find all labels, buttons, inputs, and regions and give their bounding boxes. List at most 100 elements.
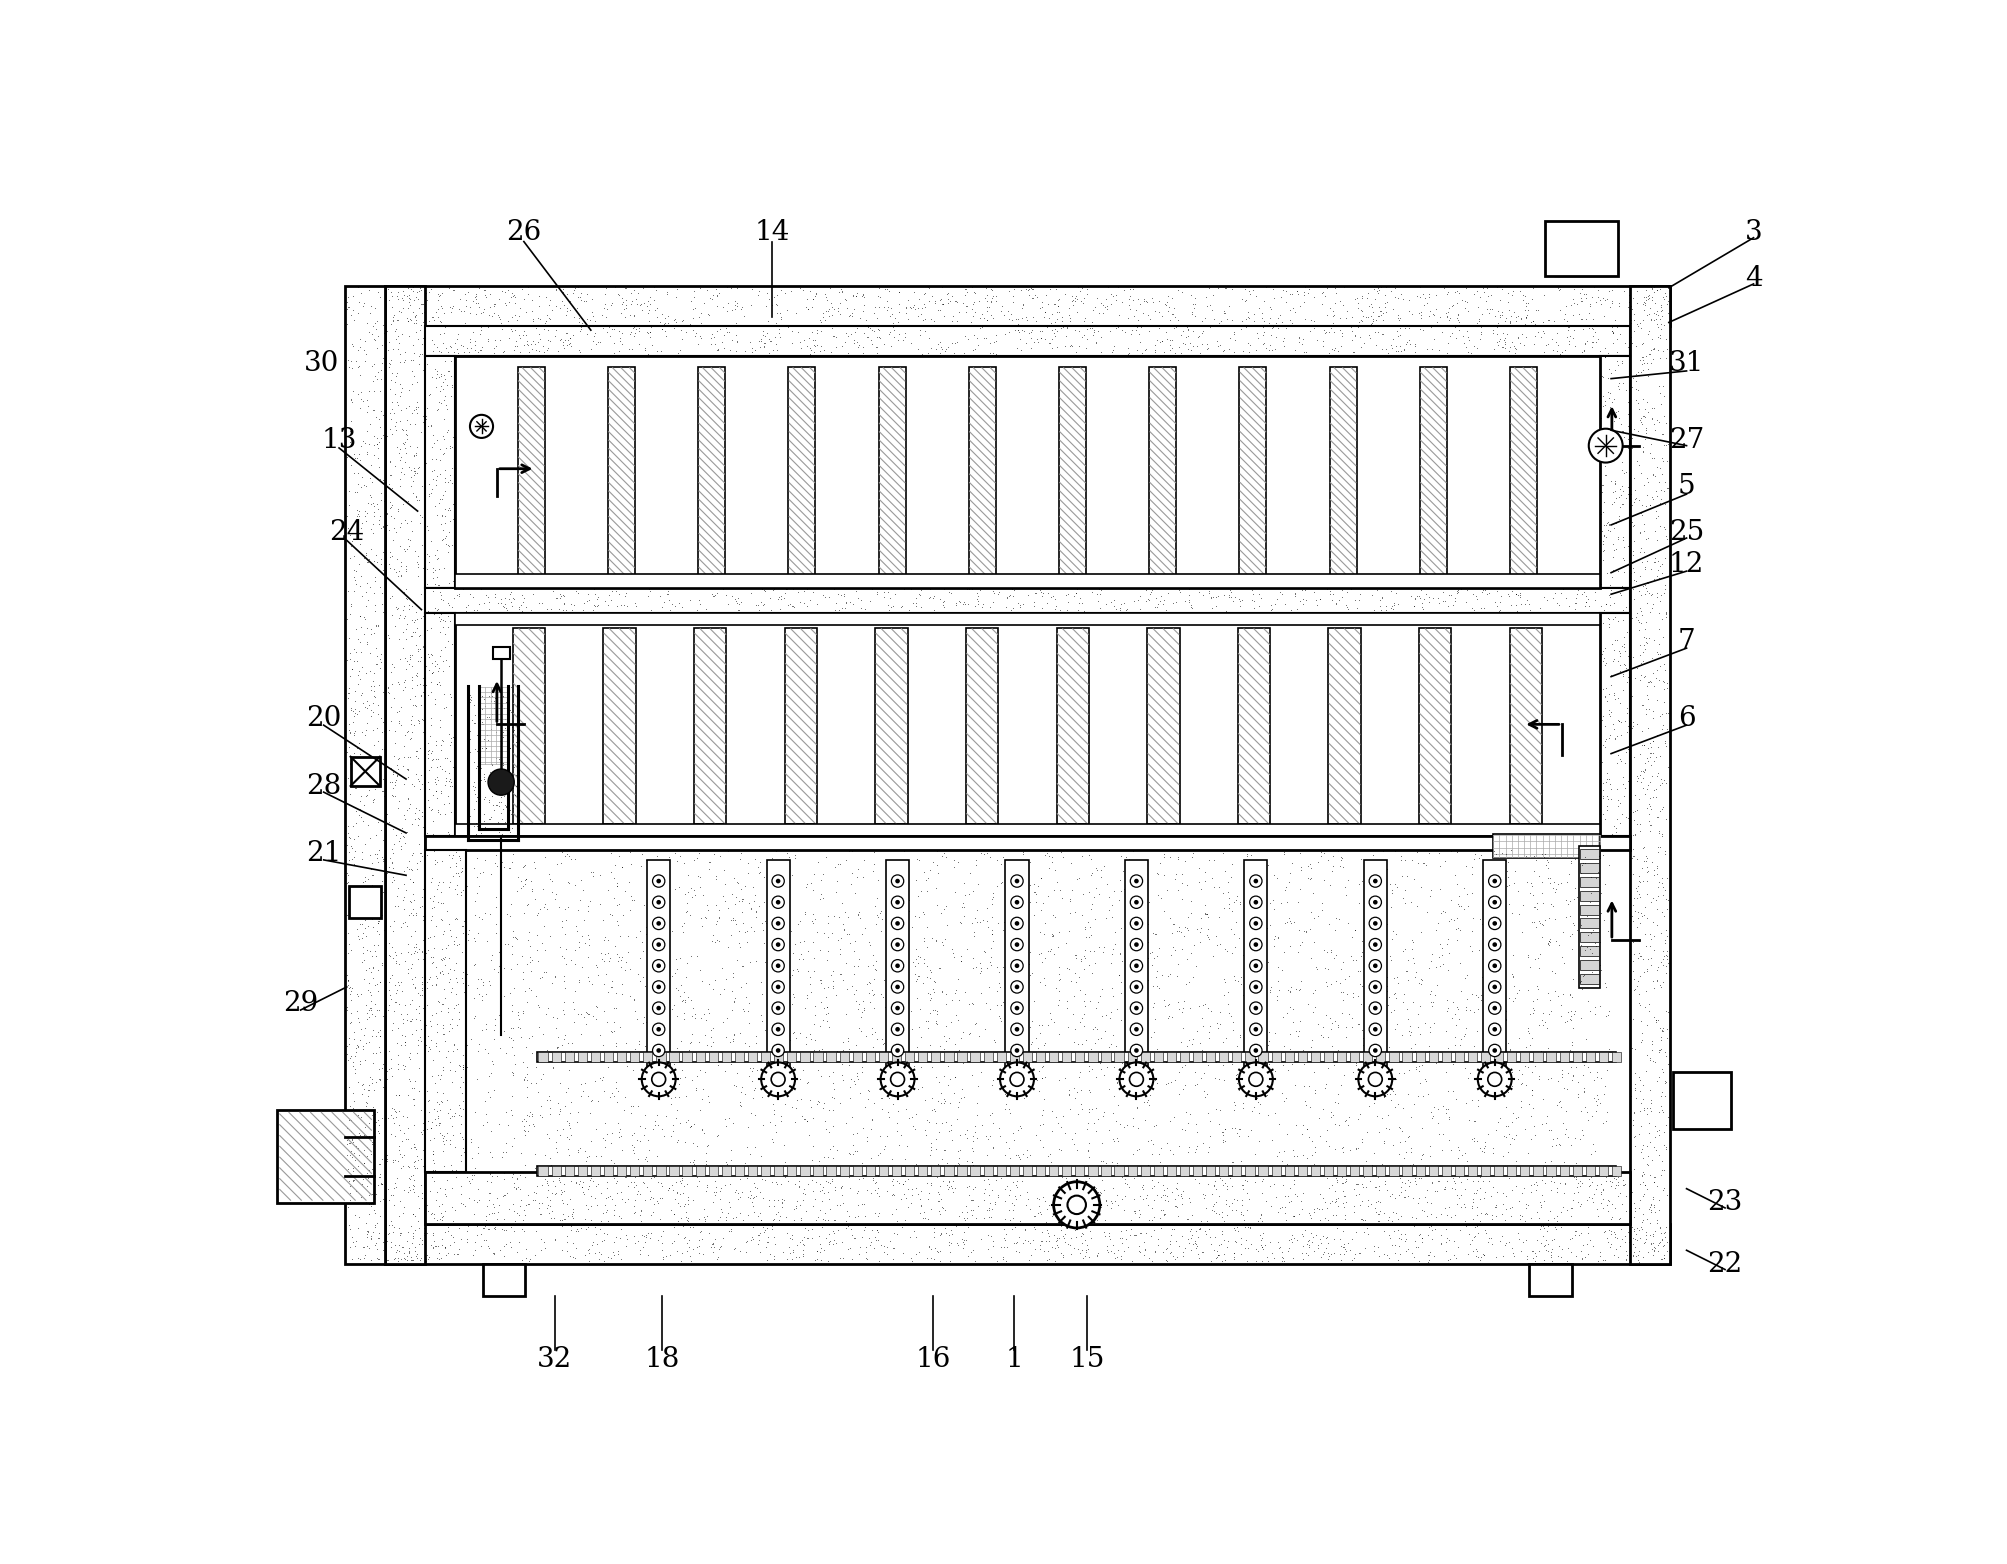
Bar [931,1053,941,1062]
Bar [813,1053,823,1062]
Circle shape [1493,899,1497,904]
Bar [1509,629,1541,824]
Bar [983,1053,993,1062]
Bar [578,1165,586,1176]
Circle shape [891,960,903,971]
Circle shape [1250,981,1262,993]
Bar [839,1165,849,1176]
Bar [1166,1165,1176,1176]
Circle shape [1250,1023,1262,1035]
Text: 32: 32 [538,1347,572,1373]
Text: 12: 12 [1670,552,1704,579]
Bar [604,1165,614,1176]
Bar [1232,1053,1242,1062]
Circle shape [1016,963,1020,968]
Circle shape [1068,1195,1086,1214]
Circle shape [891,896,903,909]
Circle shape [1130,1023,1142,1035]
Circle shape [895,921,899,926]
Bar [1363,1165,1373,1176]
Bar [1363,1053,1373,1062]
Circle shape [1369,938,1381,951]
Circle shape [1493,1006,1497,1010]
Circle shape [1130,981,1142,993]
Bar [552,1053,560,1062]
Circle shape [773,874,785,887]
Bar [1076,1165,1084,1176]
Circle shape [1373,963,1377,968]
Circle shape [1493,963,1497,968]
Bar [735,1165,745,1176]
Circle shape [656,1028,660,1032]
Bar [670,1165,678,1176]
Bar [630,1053,640,1062]
Bar [1389,1053,1399,1062]
Bar [1206,1053,1216,1062]
Circle shape [777,879,781,884]
Circle shape [777,1028,781,1032]
Circle shape [1248,1073,1262,1087]
Bar [965,629,997,824]
Bar [865,1165,875,1176]
Bar [425,588,1630,613]
Bar [1244,1165,1254,1176]
Text: 21: 21 [305,840,341,866]
Bar [749,1165,757,1176]
Bar [1429,1053,1437,1062]
Circle shape [1373,1048,1377,1053]
Bar [885,860,909,1071]
Circle shape [1359,1062,1393,1096]
Circle shape [652,1023,664,1035]
Bar [767,860,789,1071]
Bar [1299,1165,1307,1176]
Circle shape [773,1045,785,1057]
Circle shape [777,985,781,990]
Bar [1024,1053,1032,1062]
Circle shape [652,1045,664,1057]
Bar [749,1053,757,1062]
Bar [538,1165,548,1176]
Bar [1441,1053,1451,1062]
Circle shape [1134,963,1138,968]
Bar [682,1165,692,1176]
Bar [997,1053,1006,1062]
Circle shape [773,1023,785,1035]
Bar [853,1165,861,1176]
Bar [608,368,634,577]
Bar [1441,1165,1451,1176]
Circle shape [1254,899,1258,904]
Bar [1088,1165,1098,1176]
Bar [1311,1053,1321,1062]
Circle shape [1369,896,1381,909]
Bar [425,613,454,837]
Bar [630,1165,640,1176]
Circle shape [1489,981,1501,993]
Circle shape [1130,1045,1142,1057]
Circle shape [891,1073,905,1087]
Circle shape [652,960,664,971]
Bar [1154,1165,1162,1176]
Bar [349,887,381,918]
Circle shape [1016,899,1020,904]
Circle shape [1493,921,1497,926]
Circle shape [1016,1028,1020,1032]
Bar [698,368,725,577]
Bar [604,629,636,824]
Circle shape [1130,960,1142,971]
Bar [1272,1165,1280,1176]
Circle shape [895,942,899,946]
Bar [969,368,995,577]
Circle shape [1489,1003,1501,1015]
Bar [642,1053,652,1062]
Circle shape [1493,985,1497,990]
Bar [1258,1053,1268,1062]
Bar [1507,1053,1517,1062]
Bar [723,1165,731,1176]
Bar [1010,1053,1020,1062]
Bar [1258,1165,1268,1176]
Bar [1180,1053,1188,1062]
Circle shape [1134,879,1138,884]
Circle shape [891,1045,903,1057]
Bar [1056,629,1090,824]
Circle shape [773,1003,785,1015]
